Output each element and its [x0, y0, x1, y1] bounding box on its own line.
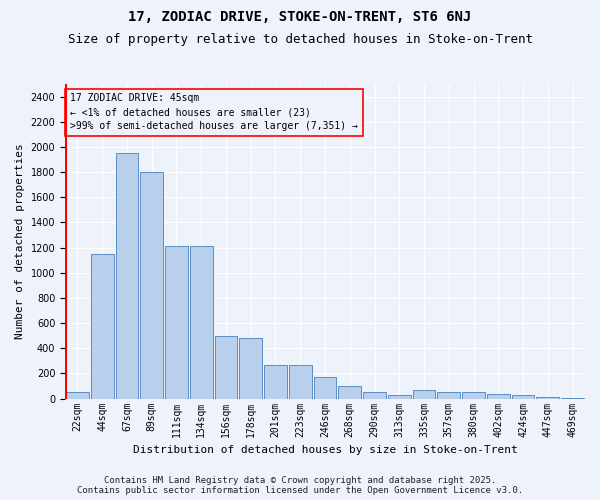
Text: Size of property relative to detached houses in Stoke-on-Trent: Size of property relative to detached ho…: [67, 32, 533, 46]
Bar: [363, 392, 386, 398]
Text: 17 ZODIAC DRIVE: 45sqm
← <1% of detached houses are smaller (23)
>99% of semi-de: 17 ZODIAC DRIVE: 45sqm ← <1% of detached…: [70, 94, 358, 132]
Bar: [437, 392, 460, 398]
Bar: [338, 386, 361, 398]
Bar: [165, 246, 188, 398]
Bar: [512, 396, 535, 398]
Bar: [536, 397, 559, 398]
Y-axis label: Number of detached properties: Number of detached properties: [15, 144, 25, 339]
Bar: [264, 364, 287, 398]
Bar: [413, 390, 436, 398]
Bar: [462, 392, 485, 398]
Bar: [116, 153, 139, 398]
Bar: [66, 392, 89, 398]
Bar: [239, 338, 262, 398]
Bar: [314, 377, 337, 398]
Bar: [388, 395, 410, 398]
Text: 17, ZODIAC DRIVE, STOKE-ON-TRENT, ST6 6NJ: 17, ZODIAC DRIVE, STOKE-ON-TRENT, ST6 6N…: [128, 10, 472, 24]
X-axis label: Distribution of detached houses by size in Stoke-on-Trent: Distribution of detached houses by size …: [133, 445, 517, 455]
Bar: [140, 172, 163, 398]
Text: Contains HM Land Registry data © Crown copyright and database right 2025.
Contai: Contains HM Land Registry data © Crown c…: [77, 476, 523, 495]
Bar: [487, 394, 510, 398]
Bar: [91, 254, 113, 398]
Bar: [289, 366, 311, 398]
Bar: [190, 246, 212, 398]
Bar: [215, 336, 238, 398]
